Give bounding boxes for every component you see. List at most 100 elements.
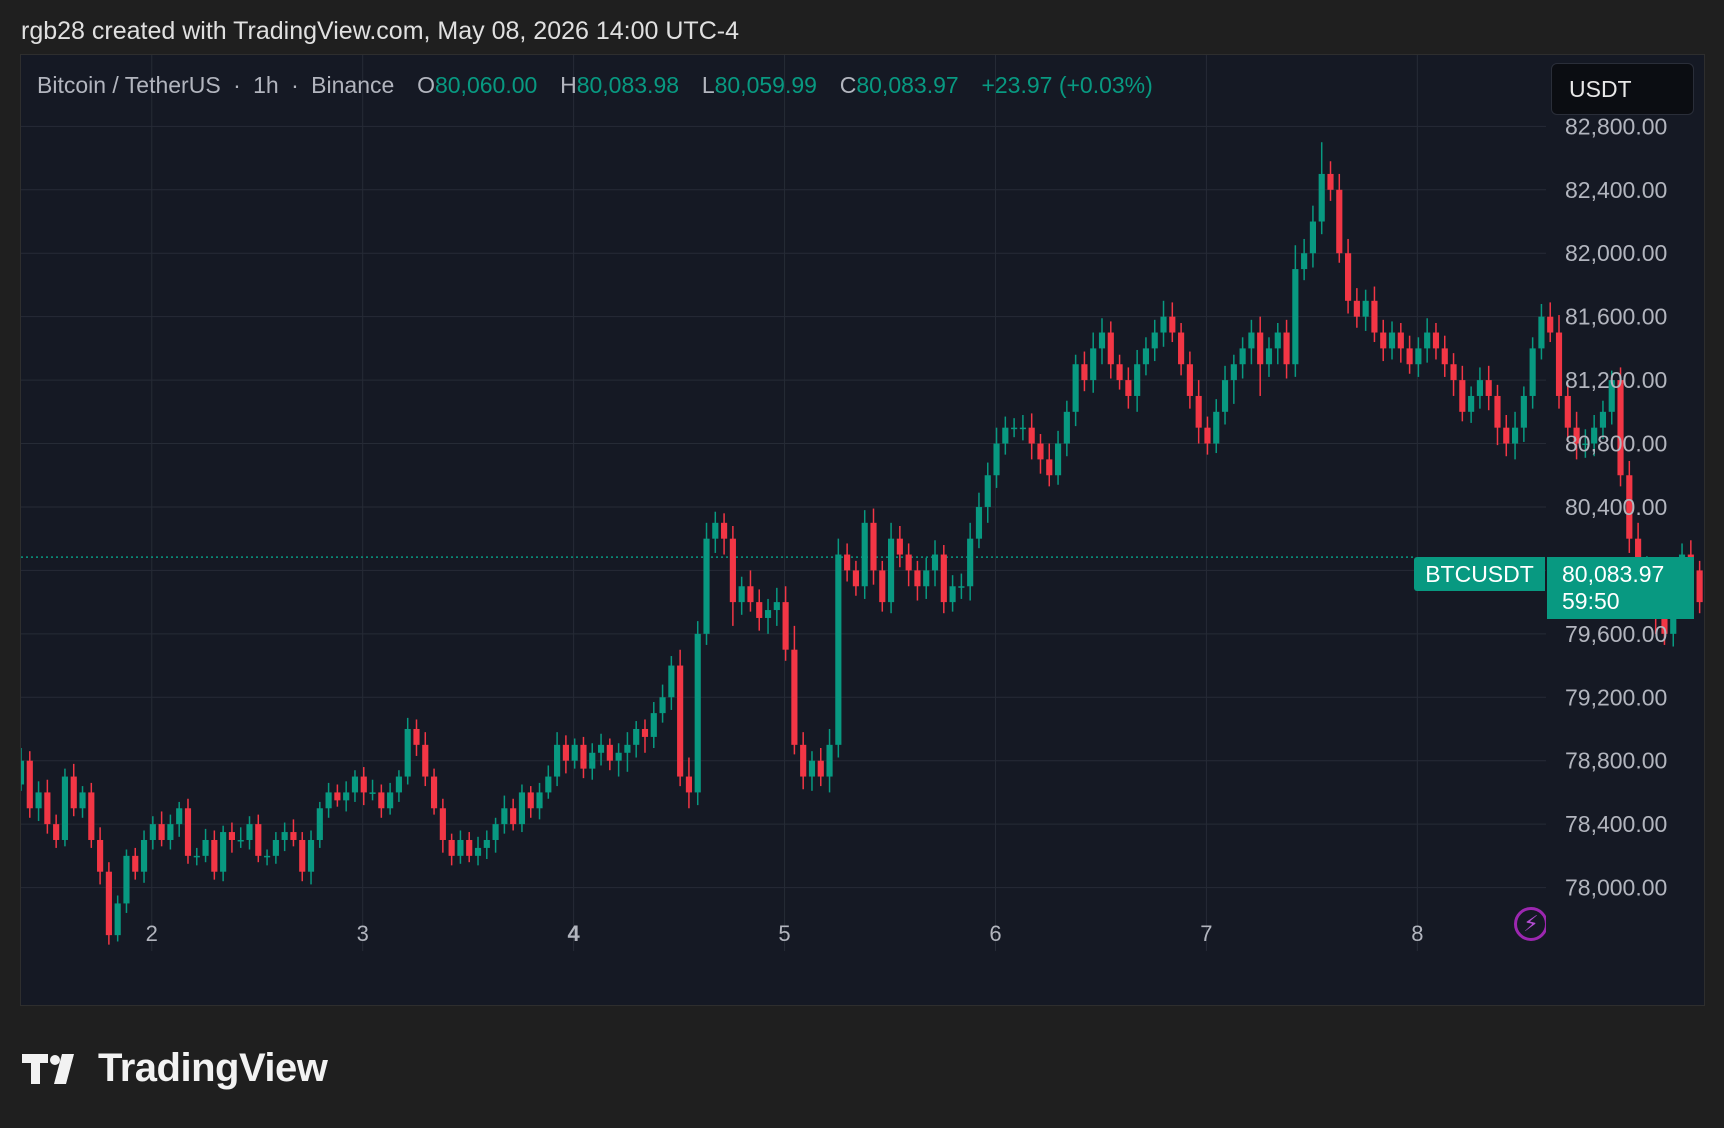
tradingview-brand: TradingView — [22, 1046, 328, 1091]
candle-body — [1538, 316, 1545, 349]
candle-body — [290, 832, 297, 840]
candle-body — [1301, 253, 1308, 270]
candle-body — [360, 776, 367, 793]
candle-body — [1142, 348, 1150, 365]
candle-body — [1432, 332, 1440, 349]
legend-change: +23.97 (+0.03%) — [981, 72, 1153, 98]
candle-body — [844, 554, 851, 571]
y-tick-label: 82,400.00 — [1565, 177, 1667, 203]
candle-body — [264, 855, 271, 858]
candle-body — [1371, 300, 1378, 333]
legend-open-value: 80,060.00 — [434, 72, 538, 98]
candle-body — [536, 792, 543, 809]
last-price-tag: 80,083.97 59:50 — [1547, 557, 1694, 619]
candle-body — [984, 475, 991, 507]
candle-body — [1599, 411, 1607, 428]
candle-body — [211, 839, 218, 872]
candle-body — [307, 839, 315, 872]
candle-body — [597, 744, 605, 753]
candle-body — [1037, 443, 1044, 460]
candle-body — [659, 697, 666, 714]
chart-caption: rgb28 created with TradingView.com, May … — [21, 17, 739, 45]
candle-body — [580, 744, 587, 769]
candle-body — [756, 602, 763, 618]
currency-button[interactable]: USDT — [1551, 63, 1694, 115]
candle-body — [615, 752, 622, 761]
candle-body — [1406, 348, 1413, 365]
candle-body — [633, 728, 640, 745]
x-tick-label: 5 — [778, 921, 790, 946]
candle-body — [1116, 364, 1123, 381]
legend-low-label: L — [701, 72, 715, 98]
legend-high-label: H — [560, 72, 577, 98]
candle-body — [1661, 617, 1668, 634]
legend-exchange: Binance — [311, 72, 395, 98]
candle-body — [518, 792, 526, 825]
candle-body — [694, 633, 701, 793]
candle-body — [1336, 189, 1343, 254]
candle-body — [668, 665, 675, 698]
candle-body — [21, 760, 25, 785]
candle-body — [1054, 443, 1062, 476]
candle-body — [808, 760, 816, 777]
symbol-tag: BTCUSDT — [1414, 557, 1545, 591]
legend-close-value: 80,083.97 — [856, 72, 959, 98]
candle-body — [747, 586, 754, 603]
candle-body — [712, 522, 719, 539]
legend-separator: · — [291, 72, 299, 98]
candle-body — [1292, 269, 1299, 365]
candle-body — [501, 808, 508, 825]
y-tick-label: 78,000.00 — [1565, 875, 1667, 901]
y-tick-label: 80,800.00 — [1565, 431, 1667, 457]
legend-close-label: C — [839, 72, 857, 98]
candle-body — [1529, 348, 1536, 396]
candle-body — [949, 586, 956, 603]
candle-body — [325, 792, 332, 809]
candle-body — [1573, 427, 1580, 444]
chart-panel[interactable]: 78,000.00 78,400.00 78,800.00 79,200.00 79,6… — [20, 54, 1705, 1006]
candle-body — [281, 832, 288, 840]
candle-body — [931, 554, 939, 571]
candle-body — [220, 832, 227, 872]
candle-body — [1564, 395, 1571, 428]
candle-body — [1213, 411, 1220, 444]
candle-body — [1441, 348, 1448, 365]
candle-body — [474, 847, 482, 856]
axis-layer: 78,000.00 78,400.00 78,800.00 79,200.00 79,6… — [146, 113, 1668, 946]
candle-body — [97, 839, 104, 872]
candle-body — [1353, 300, 1360, 317]
candlestick-chart[interactable]: 78,000.00 78,400.00 78,800.00 79,200.00 79,6… — [21, 55, 1705, 1006]
candle-body — [1617, 380, 1624, 476]
candle-body — [905, 554, 912, 571]
candle-body — [738, 586, 745, 603]
candle-body — [923, 570, 930, 587]
candle-body — [1591, 427, 1598, 444]
candle-body — [1327, 173, 1334, 190]
y-tick-label: 81,200.00 — [1565, 367, 1667, 393]
candle-body — [1011, 427, 1018, 430]
candle-body — [193, 855, 200, 858]
candle-body — [879, 570, 886, 603]
candle-body — [114, 903, 121, 936]
candle-body — [1257, 332, 1264, 365]
candle-body — [861, 522, 868, 587]
candle-body — [167, 824, 174, 840]
y-tick-label: 82,800.00 — [1565, 113, 1667, 139]
candle-body — [1318, 173, 1325, 222]
candle-body — [422, 744, 429, 777]
candle-body — [439, 808, 446, 840]
candle-body — [589, 752, 596, 769]
candle-body — [624, 744, 631, 753]
candle-body — [149, 824, 156, 840]
candle-body — [1160, 316, 1167, 333]
candle-body — [299, 839, 306, 872]
candle-body — [176, 808, 183, 825]
candle-body — [404, 728, 411, 777]
candle-body — [316, 808, 323, 840]
candle-body — [1503, 427, 1510, 444]
candle-body — [351, 776, 359, 793]
candle-body — [1362, 300, 1369, 317]
legend-symbol: Bitcoin / TetherUS — [37, 72, 221, 98]
lightning-icon[interactable]: ⚡ — [1514, 907, 1548, 941]
candle-body — [492, 824, 499, 840]
